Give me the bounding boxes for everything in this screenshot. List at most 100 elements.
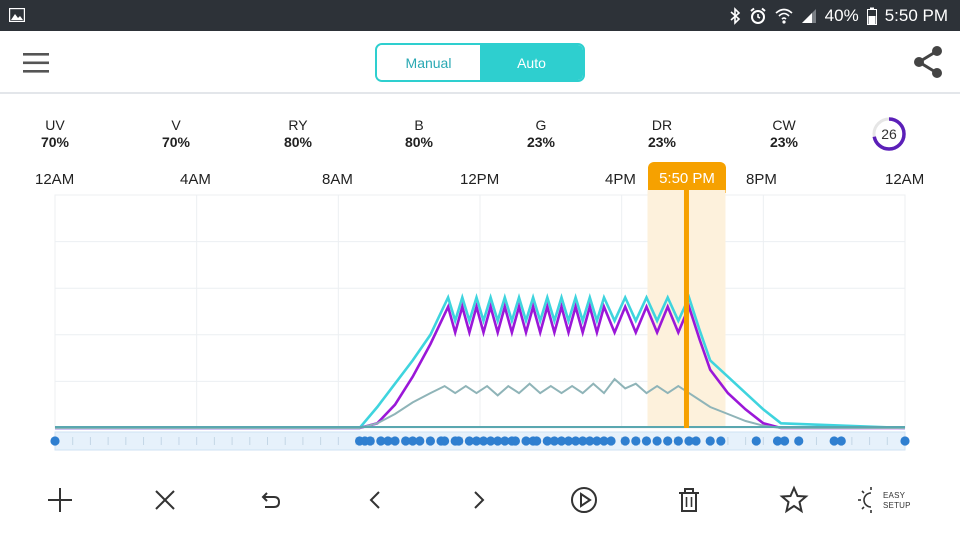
channel-label: RY bbox=[288, 117, 308, 133]
add-icon[interactable] bbox=[45, 485, 75, 515]
keyframe-point bbox=[376, 436, 386, 446]
keyframe-point bbox=[585, 436, 595, 446]
keyframe-point bbox=[829, 436, 839, 446]
star-icon[interactable] bbox=[779, 485, 809, 515]
keyframe-point bbox=[641, 436, 652, 446]
keyframe-point bbox=[542, 436, 552, 446]
channel-cw[interactable]: CW 23% bbox=[744, 117, 824, 151]
keyframe-point bbox=[631, 436, 641, 446]
keyframe-point bbox=[578, 436, 588, 446]
keyframe-point bbox=[691, 436, 701, 446]
keyframe-point bbox=[439, 436, 450, 446]
channel-value: 23% bbox=[647, 134, 677, 150]
trash-icon[interactable] bbox=[674, 485, 704, 515]
keyframe-point bbox=[772, 436, 783, 446]
status-bar: 40% 5:50 PM bbox=[0, 0, 960, 31]
channel-v[interactable]: V 70% bbox=[136, 117, 216, 151]
temperature-ring bbox=[872, 117, 906, 151]
temperature-value: 26 bbox=[881, 126, 897, 142]
channel-g[interactable]: G 23% bbox=[501, 117, 581, 151]
channel-ry[interactable]: RY 80% bbox=[258, 117, 338, 151]
keyframe-point bbox=[571, 436, 581, 446]
undo-icon[interactable] bbox=[255, 485, 285, 515]
tab-manual[interactable]: Manual bbox=[377, 45, 480, 80]
channel-value: 80% bbox=[404, 134, 434, 150]
keyframe-point bbox=[365, 436, 375, 446]
keyframe-point bbox=[836, 436, 846, 446]
keyframe-point bbox=[408, 436, 418, 446]
image-icon bbox=[9, 8, 25, 22]
channel-readouts: UV 70% V 70% RY 80% B 80% G 23% DR 23% C… bbox=[0, 117, 960, 157]
keyframe-point bbox=[900, 436, 910, 446]
time-label: 8AM bbox=[322, 171, 353, 188]
keyframe-point bbox=[673, 436, 683, 446]
keyframe-point bbox=[471, 436, 482, 446]
keyframe-point bbox=[486, 436, 496, 446]
status-time: 5:50 PM bbox=[884, 5, 948, 25]
channel-value: 70% bbox=[161, 134, 191, 150]
time-axis-labels: 12AM 4AM 8AM 12PM 4PM 8PM 12AM bbox=[0, 165, 960, 195]
keyframe-point bbox=[606, 436, 616, 446]
time-label: 4AM bbox=[180, 171, 211, 188]
bottom-toolbar bbox=[0, 470, 960, 530]
keyframe-point bbox=[705, 436, 715, 446]
keyframe-point bbox=[390, 436, 400, 446]
keyframe-point bbox=[599, 436, 609, 446]
app-bar: Manual Auto bbox=[0, 31, 960, 94]
keyframe-point bbox=[510, 436, 521, 446]
keyframe-point bbox=[620, 436, 630, 446]
series-line-3 bbox=[55, 377, 905, 429]
keyframe-point bbox=[478, 436, 489, 446]
lighting-schedule-chart[interactable] bbox=[0, 190, 960, 455]
close-icon[interactable] bbox=[150, 485, 180, 515]
keyframe-point bbox=[563, 436, 574, 446]
time-label: 12AM bbox=[35, 171, 75, 188]
keyframe-point bbox=[794, 436, 804, 446]
keyframe-point bbox=[663, 436, 673, 446]
channel-value: 23% bbox=[769, 134, 799, 150]
easy-setup-label: EASY SETUP bbox=[883, 491, 911, 510]
channel-value: 80% bbox=[283, 134, 313, 150]
keyframe-point bbox=[751, 436, 761, 446]
channel-value: 23% bbox=[526, 134, 556, 150]
keyframe-point bbox=[493, 436, 503, 446]
keyframe-point bbox=[50, 436, 60, 446]
keyframe-point bbox=[383, 436, 393, 446]
keyframe-point bbox=[652, 436, 662, 446]
easy-setup-button[interactable]: EASY SETUP bbox=[857, 485, 910, 515]
signal-icon bbox=[801, 8, 816, 23]
share-icon[interactable] bbox=[910, 44, 946, 80]
current-time-badge[interactable]: 5:50 PM bbox=[648, 162, 726, 193]
channel-label: V bbox=[171, 117, 181, 133]
temperature-gauge[interactable]: 26 bbox=[870, 115, 908, 153]
channel-label: UV bbox=[45, 117, 65, 133]
channel-b[interactable]: B 80% bbox=[379, 117, 459, 151]
time-label: 12AM bbox=[885, 171, 925, 188]
bluetooth-icon bbox=[730, 6, 740, 25]
time-label: 12PM bbox=[460, 171, 500, 188]
channel-uv[interactable]: UV 70% bbox=[15, 117, 95, 151]
keyframe-point bbox=[779, 436, 790, 446]
chevron-left-icon[interactable] bbox=[360, 485, 390, 515]
battery-percent: 40% bbox=[824, 5, 859, 25]
chevron-right-icon[interactable] bbox=[464, 485, 494, 515]
tab-auto[interactable]: Auto bbox=[480, 45, 583, 80]
keyframe-point bbox=[454, 436, 464, 446]
keyframe-point bbox=[532, 436, 542, 446]
hamburger-menu-icon[interactable] bbox=[22, 51, 50, 75]
play-icon[interactable] bbox=[569, 485, 599, 515]
channel-label: DR bbox=[651, 117, 673, 133]
channel-label: CW bbox=[772, 117, 796, 133]
keyframe-point bbox=[415, 436, 425, 446]
channel-label: B bbox=[414, 117, 424, 133]
mode-toggle: Manual Auto bbox=[375, 43, 585, 82]
keyframe-point bbox=[401, 436, 411, 446]
keyframe-point bbox=[500, 436, 510, 446]
brightness-icon bbox=[858, 487, 872, 513]
channel-dr[interactable]: DR 23% bbox=[622, 117, 702, 151]
time-label: 4PM bbox=[605, 171, 636, 188]
keyframe-point bbox=[464, 436, 474, 446]
keyframe-point bbox=[521, 436, 531, 446]
keyframe-point bbox=[549, 436, 559, 446]
keyframe-point bbox=[592, 436, 602, 446]
